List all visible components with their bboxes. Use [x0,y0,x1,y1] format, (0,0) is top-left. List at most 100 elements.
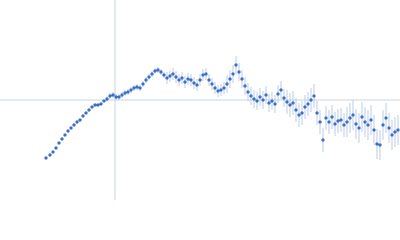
data-point [264,93,268,97]
data-point [72,123,76,127]
data-point [165,76,169,80]
data-point [93,103,97,107]
data-point [300,111,304,115]
data-point [168,74,172,78]
data-point [153,69,157,73]
data-point [258,95,262,99]
chart [0,0,400,200]
data-point [303,105,307,109]
data-point [354,122,358,126]
data-point [117,95,121,99]
data-point [150,72,154,76]
data-point [282,96,286,100]
data-point [381,123,385,127]
data-point [243,84,247,88]
data-point [159,70,163,74]
data-point [225,82,229,86]
data-point [273,102,277,106]
data-point [240,77,244,81]
data-point [288,103,292,107]
data-point [363,120,367,124]
data-point [237,70,241,74]
data-point [324,116,328,120]
data-point [339,118,343,122]
data-point [87,108,91,112]
data-point [369,118,373,122]
data-point [138,86,142,90]
data-point [177,78,181,82]
data-point [204,72,208,76]
data-point [201,73,205,77]
data-point [147,75,151,79]
data-point [279,88,283,92]
data-point [375,142,379,146]
data-point [183,80,187,84]
data-point [333,122,337,126]
data-point [44,156,48,160]
data-point [189,78,193,82]
data-point [90,105,94,109]
data-point [261,98,265,102]
data-point [276,92,280,96]
data-point [342,123,346,127]
data-point [123,91,127,95]
data-point [231,72,235,76]
data-point [366,123,370,127]
data-point [327,120,331,124]
data-point [213,86,217,90]
data-point [321,138,325,142]
data-point [351,113,355,117]
data-point [234,63,238,67]
data-point [348,116,352,120]
data-point [207,78,211,82]
data-point [195,83,199,87]
data-point [156,68,160,72]
data-point [81,114,85,118]
data-point [390,133,394,137]
data-point [51,150,55,154]
data-point [108,94,112,98]
data-point [141,82,145,86]
data-point [216,89,220,93]
data-point [306,102,310,106]
data-point [63,133,67,137]
data-point [312,94,316,98]
data-point [393,130,397,134]
data-point [228,77,232,81]
data-point [75,120,79,124]
data-point [396,128,400,132]
data-point [309,98,313,102]
data-point [102,99,106,103]
data-point [252,97,256,101]
data-point [255,99,259,103]
data-point [48,153,52,157]
data-point [120,93,124,97]
data-point [174,75,178,79]
data-point [315,111,319,115]
data-point [291,101,295,105]
data-point [66,129,70,133]
data-point [105,97,109,101]
data-point [387,126,391,130]
data-point [114,95,118,99]
data-point [126,90,130,94]
data-point [84,111,88,115]
data-point [360,115,364,119]
data-point [186,77,190,81]
data-point [318,120,322,124]
data-point [330,115,334,119]
data-point [270,99,274,103]
data-point [144,78,148,82]
data-point [219,88,223,92]
data-point [249,94,253,98]
data-point [135,85,139,89]
data-point [246,90,250,94]
data-point [171,72,175,76]
data-point [78,118,82,122]
data-point [69,126,73,130]
data-point [384,116,388,120]
data-point [357,126,361,130]
data-point [162,73,166,77]
data-point [372,128,376,132]
data-point [129,88,133,92]
